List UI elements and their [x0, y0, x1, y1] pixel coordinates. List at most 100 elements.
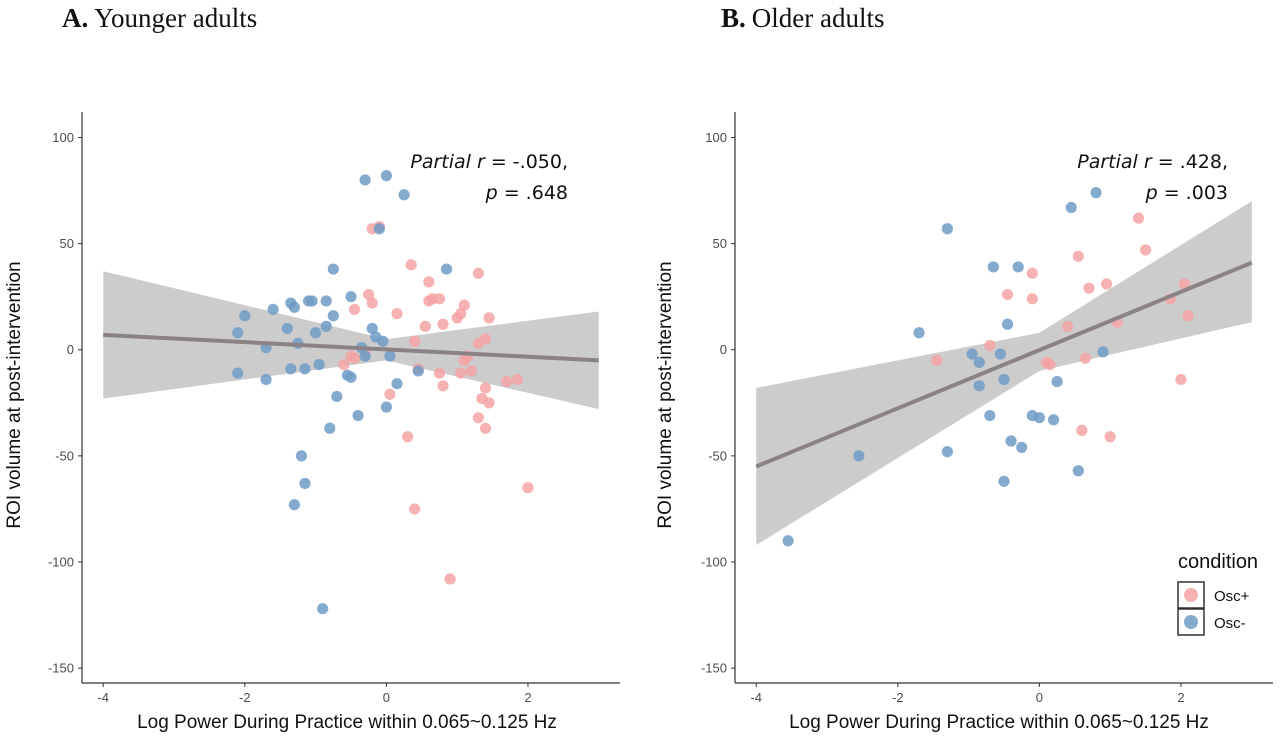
- data-point-osc-minus: [295, 450, 308, 462]
- data-point-osc-plus: [483, 312, 495, 324]
- data-point-osc-minus: [359, 174, 371, 186]
- x-tick-label: 2: [1177, 690, 1184, 705]
- data-point-osc-plus: [511, 373, 523, 386]
- y-tick-label: -100: [48, 555, 74, 570]
- data-point-osc-minus: [1001, 318, 1014, 330]
- data-point-osc-plus: [1072, 250, 1084, 262]
- annotation-p-a: p = .648: [485, 182, 568, 204]
- data-point-osc-minus: [1005, 435, 1017, 447]
- data-point-osc-minus: [1016, 441, 1028, 453]
- data-point-osc-minus: [941, 223, 953, 235]
- data-point-osc-plus: [458, 299, 470, 311]
- data-point-osc-plus: [405, 259, 417, 271]
- confidence-band-b: [756, 201, 1252, 546]
- data-point-osc-minus: [327, 310, 339, 322]
- data-point-osc-plus: [501, 375, 513, 388]
- x-tick-label: -4: [750, 690, 762, 705]
- data-point-osc-plus: [472, 412, 485, 424]
- data-point-osc-minus: [285, 363, 297, 375]
- data-point-osc-minus: [380, 170, 392, 182]
- data-point-osc-minus: [966, 348, 978, 360]
- axes-b: 100 50 0 -50 -100 -150 -4 -2 0 2: [701, 112, 1273, 705]
- x-tick-label: -4: [97, 690, 109, 705]
- x-tick-label: -2: [892, 690, 904, 705]
- y-tick-label: 0: [720, 342, 727, 357]
- legend-label-osc-plus: Osc+: [1214, 588, 1250, 605]
- data-point-osc-plus: [1001, 288, 1014, 301]
- regression-line: [755, 260, 1253, 469]
- data-point-osc-plus: [472, 267, 485, 279]
- y-tick-label: -50: [55, 448, 74, 463]
- data-point-osc-minus: [973, 380, 985, 392]
- data-point-osc-plus: [522, 482, 534, 494]
- data-point-osc-plus: [423, 276, 435, 288]
- y-tick-label: -150: [48, 661, 74, 676]
- y-axis-title-a: ROI volume at post-intervention: [4, 261, 25, 528]
- panel-older-adults: B. Older adults 100 50 0 -50 -100 -150 -4 -2 0 2 P…: [655, 3, 1273, 733]
- data-point-osc-minus: [320, 320, 332, 332]
- data-point-osc-minus: [1065, 201, 1077, 214]
- data-point-osc-minus: [998, 373, 1010, 386]
- annotation-p-b: p = .003: [1145, 182, 1228, 204]
- y-tick-label: 0: [67, 342, 74, 357]
- data-point-osc-plus: [384, 388, 396, 400]
- annotation-r-b: Partial r = .428,: [1077, 151, 1228, 173]
- data-point-osc-minus: [998, 475, 1010, 487]
- data-point-osc-plus: [444, 573, 456, 585]
- data-point-osc-plus: [1178, 278, 1191, 290]
- data-point-osc-minus: [440, 263, 453, 275]
- data-point-osc-minus: [288, 301, 300, 313]
- data-point-osc-minus: [327, 263, 339, 275]
- data-point-osc-plus: [391, 308, 403, 320]
- data-point-osc-plus: [1132, 212, 1145, 224]
- data-point-osc-minus: [377, 335, 389, 347]
- y-tick-label: -150: [701, 661, 727, 676]
- panel-letter-b: B.: [721, 3, 746, 33]
- y-tick-label: 100: [705, 130, 727, 145]
- legend-item-osc-plus: Osc+: [1177, 581, 1250, 609]
- data-point-osc-plus: [479, 333, 492, 345]
- y-tick-label: 50: [713, 236, 727, 251]
- panel-title-a: A. Younger adults: [62, 3, 257, 33]
- data-point-osc-plus: [483, 397, 495, 409]
- y-tick-label: 100: [52, 130, 74, 145]
- legend-label-osc-minus: Osc-: [1214, 615, 1246, 632]
- points-a: [232, 170, 534, 615]
- data-point-osc-minus: [313, 358, 325, 371]
- fit-line-b: [755, 260, 1253, 469]
- data-point-osc-minus: [1033, 412, 1045, 424]
- data-point-osc-minus: [331, 390, 343, 403]
- data-point-osc-plus: [479, 382, 492, 394]
- data-point-osc-plus: [433, 293, 446, 305]
- data-point-osc-minus: [987, 261, 999, 273]
- legend: condition Osc+ Osc-: [1177, 551, 1258, 636]
- data-point-osc-plus: [437, 380, 449, 392]
- data-point-osc-plus: [1182, 310, 1194, 322]
- data-point-osc-plus: [338, 358, 350, 371]
- data-point-osc-plus: [1083, 282, 1095, 294]
- x-tick-label: 0: [1036, 690, 1043, 705]
- data-point-osc-minus: [1047, 414, 1060, 426]
- data-point-osc-plus: [1079, 352, 1092, 364]
- data-point-osc-plus: [366, 297, 378, 309]
- data-point-osc-minus: [345, 291, 357, 303]
- data-point-osc-plus: [363, 288, 375, 301]
- data-point-osc-minus: [306, 295, 318, 307]
- data-point-osc-minus: [973, 356, 985, 369]
- panel-title-b: B. Older adults: [721, 3, 885, 33]
- data-point-osc-minus: [352, 409, 364, 422]
- data-point-osc-minus: [984, 409, 996, 422]
- data-point-osc-minus: [320, 295, 332, 307]
- data-point-osc-minus: [384, 350, 396, 362]
- data-point-osc-plus: [1026, 267, 1038, 279]
- data-point-osc-plus: [433, 367, 446, 379]
- data-point-osc-plus: [479, 422, 492, 434]
- data-point-osc-minus: [317, 603, 329, 615]
- points-b: [782, 187, 1194, 547]
- y-tick-label: 50: [60, 236, 74, 251]
- regression-line: [103, 332, 599, 363]
- data-point-osc-minus: [310, 327, 322, 339]
- panel-younger-adults: A. Younger adults 100 50 0 -50 -100 -150 -4 -2 0 2…: [4, 3, 620, 733]
- data-point-osc-minus: [345, 371, 357, 383]
